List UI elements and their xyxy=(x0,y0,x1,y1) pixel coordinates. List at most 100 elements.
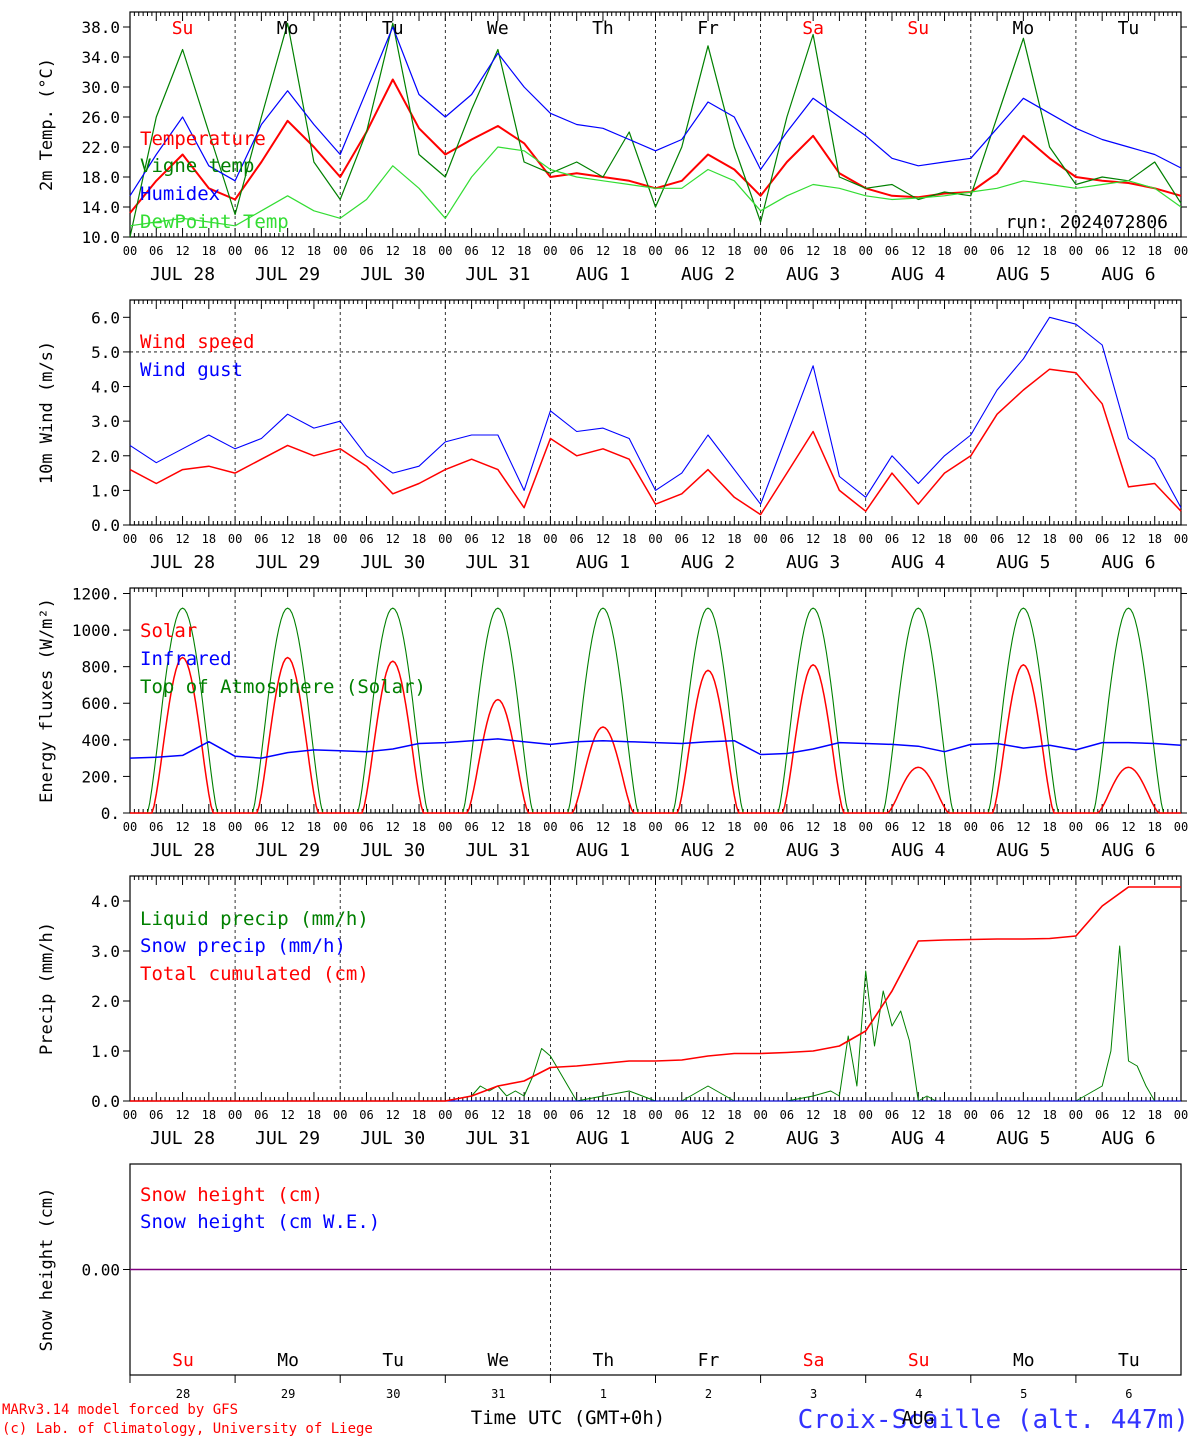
hour-label: 06 xyxy=(780,244,794,258)
hour-label: 06 xyxy=(885,1108,899,1122)
date-label: AUG 6 xyxy=(1101,552,1155,573)
hour-label: 18 xyxy=(307,532,321,546)
hour-label: 18 xyxy=(307,244,321,258)
hour-label: 12 xyxy=(386,532,400,546)
hour-label: 18 xyxy=(727,244,741,258)
y-tick-label: 30.0 xyxy=(81,78,120,97)
hour-label: 00 xyxy=(648,244,662,258)
hour-label: 12 xyxy=(596,820,610,834)
day-number: 1 xyxy=(600,1387,607,1401)
hour-label: 06 xyxy=(780,820,794,834)
date-label: AUG 3 xyxy=(786,840,840,861)
y-tick-label: 1000. xyxy=(72,621,120,640)
series-total-cumulated xyxy=(130,886,1181,1102)
time-axis-2: 00 06 12 18 00 06 12 18 00 06 12 18 00 06 12 18 00 06 12 18… xyxy=(123,588,1188,861)
y-tick-label: 6.0 xyxy=(91,308,120,327)
hour-label: 00 xyxy=(228,1108,242,1122)
hour-label: 00 xyxy=(333,244,347,258)
series-vigne-temp xyxy=(129,22,1182,238)
hour-label: 00 xyxy=(1069,244,1083,258)
y-axis-0: 10.0 14.0 18.0 22.0 26.0 30.0 34.0 38.0 2m Temp.… xyxy=(37,18,1187,247)
hour-label: 06 xyxy=(569,1108,583,1122)
hour-label: 00 xyxy=(123,1108,137,1122)
date-label: JUL 30 xyxy=(360,552,425,573)
hour-label: 00 xyxy=(1174,244,1188,258)
y-tick-label: 0.0 xyxy=(91,516,120,535)
series-dewpoint-temp xyxy=(129,146,1182,227)
legend-entry: Humidex xyxy=(140,183,220,205)
date-label: AUG 5 xyxy=(996,840,1050,861)
hour-label: 00 xyxy=(858,820,872,834)
y-tick-label: 38.0 xyxy=(81,18,120,37)
hour-label: 06 xyxy=(675,1108,689,1122)
day-name-bottom: Su xyxy=(908,1350,930,1371)
day-name-top: Th xyxy=(592,18,614,39)
hour-label: 18 xyxy=(412,1108,426,1122)
hour-label: 12 xyxy=(386,244,400,258)
hour-label: 06 xyxy=(464,244,478,258)
y-tick-label: 3.0 xyxy=(91,942,120,961)
y-axis-label: 2m Temp. (°C) xyxy=(37,58,57,191)
day-name-bottom: We xyxy=(487,1350,509,1371)
hour-label: 18 xyxy=(727,532,741,546)
hour-label: 18 xyxy=(937,1108,951,1122)
hour-label: 12 xyxy=(701,820,715,834)
y-tick-label: 2.0 xyxy=(91,447,120,466)
hour-label: 12 xyxy=(175,532,189,546)
hour-label: 06 xyxy=(254,244,268,258)
y-tick-label: 18.0 xyxy=(81,168,120,187)
y-axis-4: 0.00 Snow height (cm) xyxy=(37,1188,1187,1352)
hour-label: 00 xyxy=(228,820,242,834)
date-label: AUG 1 xyxy=(576,1128,630,1149)
hour-label: 06 xyxy=(885,532,899,546)
date-label: JUL 28 xyxy=(150,840,215,861)
y-axis-label: Snow height (cm) xyxy=(37,1188,57,1352)
day-name-top: Sa xyxy=(802,18,824,39)
hour-label: 12 xyxy=(1121,244,1135,258)
hour-label: 12 xyxy=(1121,1108,1135,1122)
day-name-top: Mo xyxy=(277,18,299,39)
hour-label: 18 xyxy=(622,1108,636,1122)
legend-entry: Vigne temp xyxy=(140,155,254,177)
series-humidex xyxy=(129,26,1182,197)
y-axis-label: Energy fluxes (W/m²) xyxy=(37,598,57,803)
hour-label: 00 xyxy=(438,244,452,258)
y-axis-1: 0.0 1.0 2.0 3.0 4.0 5.0 6.0 10m Wind (m/s) xyxy=(37,308,1187,535)
hour-label: 18 xyxy=(1147,244,1161,258)
hour-label: 06 xyxy=(464,1108,478,1122)
y-tick-label: 1200. xyxy=(72,584,120,603)
hour-label: 18 xyxy=(202,532,216,546)
date-label: AUG 1 xyxy=(576,552,630,573)
hour-label: 18 xyxy=(832,1108,846,1122)
hour-label: 18 xyxy=(1042,244,1056,258)
hour-label: 06 xyxy=(149,532,163,546)
footer-xlabel: Time UTC (GMT+0h) xyxy=(471,1407,665,1429)
day-number: 2 xyxy=(705,1387,712,1401)
day-name-bottom: Mo xyxy=(1013,1350,1035,1371)
day-name-top: Tu xyxy=(382,18,404,39)
y-tick-label: 0.0 xyxy=(91,1092,120,1111)
y-tick-label: 200. xyxy=(81,767,120,786)
date-label: JUL 31 xyxy=(465,840,530,861)
hour-label: 12 xyxy=(806,820,820,834)
y-tick-label: 4.0 xyxy=(91,378,120,397)
date-label: AUG 3 xyxy=(786,264,840,285)
run-annotation: run: 2024072806 xyxy=(1005,212,1168,233)
day-number: 28 xyxy=(176,1387,190,1401)
hour-label: 12 xyxy=(911,820,925,834)
y-tick-label: 5.0 xyxy=(91,343,120,362)
series-wind-speed xyxy=(129,368,1182,516)
day-name-bottom: Mo xyxy=(277,1350,299,1371)
date-label: AUG 2 xyxy=(681,1128,735,1149)
hour-label: 06 xyxy=(990,1108,1004,1122)
hour-label: 12 xyxy=(386,1108,400,1122)
hour-label: 12 xyxy=(175,244,189,258)
hour-label: 12 xyxy=(386,820,400,834)
legend-entry: Wind speed xyxy=(140,331,254,353)
day-name-top: Mo xyxy=(1013,18,1035,39)
y-axis-3: 0.0 1.0 2.0 3.0 4.0 Precip (mm/h) xyxy=(37,892,1187,1111)
hour-label: 06 xyxy=(149,244,163,258)
hour-label: 18 xyxy=(937,532,951,546)
hour-label: 00 xyxy=(123,532,137,546)
hour-label: 00 xyxy=(964,244,978,258)
